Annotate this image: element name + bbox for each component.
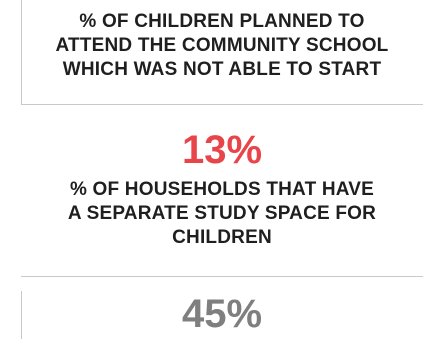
stat-1-label-line-1: % OF CHILDREN PLANNED TO <box>79 11 365 32</box>
stat-2-value: 45% <box>181 292 263 336</box>
stat-1-label-line-3: WHICH WAS NOT ABLE TO START <box>62 59 382 80</box>
divider-1 <box>21 104 423 105</box>
stat-1-value: 13% <box>181 128 263 172</box>
left-border-top <box>21 0 22 104</box>
divider-2 <box>21 276 423 277</box>
stat-2-label: % OF HOUSEHOLDS THAT HAVE A SEPARATE STU… <box>21 178 423 250</box>
left-border-bottom <box>21 291 22 339</box>
stat-2-label-line-2: A SEPARATE STUDY SPACE FOR <box>67 203 377 224</box>
stat-1-label-line-2: ATTEND THE COMMUNITY SCHOOL <box>55 35 389 56</box>
stat-2-label-line-3: CHILDREN <box>172 227 272 248</box>
stats-card: % OF CHILDREN PLANNED TO ATTEND THE COMM… <box>21 0 423 339</box>
stat-2-label-line-1: % OF HOUSEHOLDS THAT HAVE <box>69 179 375 200</box>
stat-1-label: % OF CHILDREN PLANNED TO ATTEND THE COMM… <box>21 10 423 82</box>
